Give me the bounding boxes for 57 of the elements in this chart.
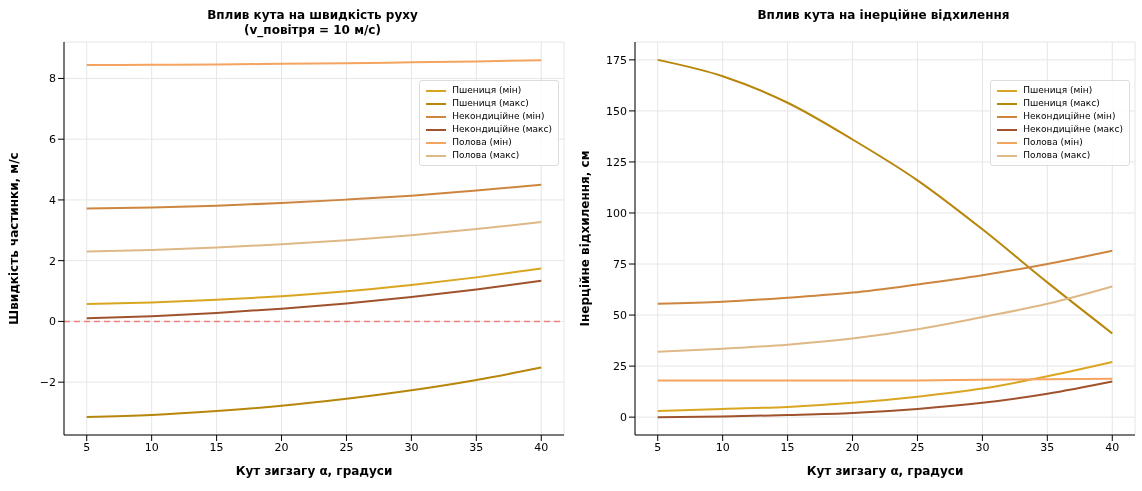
y-tick-label: 25 (613, 360, 627, 373)
legend-label: Полова (мін) (1023, 136, 1083, 149)
x-tick-label: 20 (845, 440, 860, 454)
y-tick-label: 50 (613, 308, 627, 322)
legend-label: Пшениця (мін) (1023, 84, 1093, 97)
legend-label: Полова (макс) (452, 149, 520, 162)
y-tick-label: 0 (620, 411, 627, 425)
x-tick-label: 30 (975, 440, 990, 454)
y-tick-label: −2 (39, 376, 56, 390)
y-tick-label: 8 (49, 72, 56, 86)
x-axis-title: Кут зигзагу α, градуси (806, 464, 964, 478)
legend-label: Полова (макс) (1023, 149, 1091, 162)
y-tick-label: 125 (606, 155, 627, 169)
line-series (656, 380, 1114, 419)
x-tick-label: 35 (1040, 440, 1055, 454)
x-axis-title: Кут зигзагу α, градуси (235, 464, 393, 478)
x-tick-label: 25 (910, 440, 925, 454)
line-series (85, 221, 543, 253)
chart-title: Вплив кута на швидкість руху (v_повітря = 10 м/с) (206, 8, 419, 38)
x-tick-label: 30 (404, 440, 419, 454)
y-tick-label: 4 (49, 193, 56, 207)
legend-label: Некондиційне (мін) (1023, 110, 1116, 123)
legend-label: Некондиційне (мін) (452, 110, 545, 123)
legend-label: Пшениця (макс) (1023, 97, 1100, 110)
y-axis-title: Інерційне відхилення, см (578, 150, 593, 327)
line-series (656, 249, 1114, 305)
legend-label: Пшениця (мін) (452, 84, 522, 97)
line-series (85, 279, 543, 320)
x-tick-label: 10 (715, 440, 730, 454)
legend-label: Пшениця (макс) (452, 97, 529, 110)
y-tick-label: 150 (606, 104, 627, 118)
x-tick-label: 5 (654, 440, 662, 454)
line-series (656, 361, 1114, 413)
x-tick-label: 10 (144, 440, 159, 454)
x-tick-label: 35 (469, 440, 484, 454)
line-series (656, 285, 1114, 353)
y-tick-label: 6 (49, 133, 56, 147)
y-tick-label: 175 (606, 53, 627, 67)
x-tick-label: 20 (274, 440, 289, 454)
legend-label: Полова (мін) (452, 136, 512, 149)
x-tick-label: 15 (209, 440, 224, 454)
line-series (85, 183, 543, 210)
x-tick-label: 40 (1105, 440, 1120, 454)
y-tick-label: 0 (49, 315, 56, 329)
y-tick-label: 100 (606, 206, 627, 220)
y-axis-title: Швидкість частинки, м/с (7, 152, 22, 325)
y-tick-label: 2 (49, 254, 56, 268)
chart-title: Вплив кута на інерційне відхилення (756, 8, 1011, 23)
y-tick-label: 75 (613, 257, 627, 271)
legend-label: Некондиційне (макс) (452, 123, 552, 136)
line-series (85, 267, 543, 306)
x-tick-label: 15 (780, 440, 795, 454)
legend-label: Некондиційне (макс) (1023, 123, 1123, 136)
line-series (85, 366, 543, 419)
x-tick-label: 25 (339, 440, 354, 454)
x-tick-label: 40 (534, 440, 549, 454)
x-tick-label: 5 (83, 440, 91, 454)
